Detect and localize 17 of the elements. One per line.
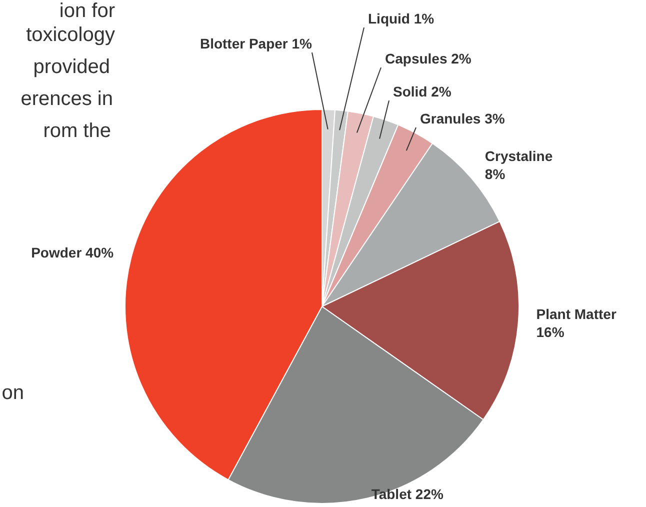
text: erences in [20, 88, 113, 110]
data-label: 16% [536, 324, 565, 340]
slice-label: Powder 40% [31, 244, 114, 261]
slice-label: Blotter Paper 1% [200, 35, 313, 52]
text: rom the [43, 120, 111, 142]
slice-label: Granules 3% [420, 110, 506, 126]
slice-label: Crystaline [484, 148, 553, 164]
slice-label: Plant Matter [536, 306, 617, 322]
slice-label: Liquid 1% [368, 10, 435, 26]
slice-label: Solid 2% [393, 83, 452, 100]
text: provided [33, 56, 110, 78]
text: ion for [59, 0, 115, 22]
slice-label: Capsules 2% [385, 50, 472, 66]
text: on [2, 382, 24, 404]
data-label: 8% [484, 166, 506, 182]
text: toxicology [26, 24, 115, 46]
slice-label: Tablet 22% [371, 486, 444, 502]
